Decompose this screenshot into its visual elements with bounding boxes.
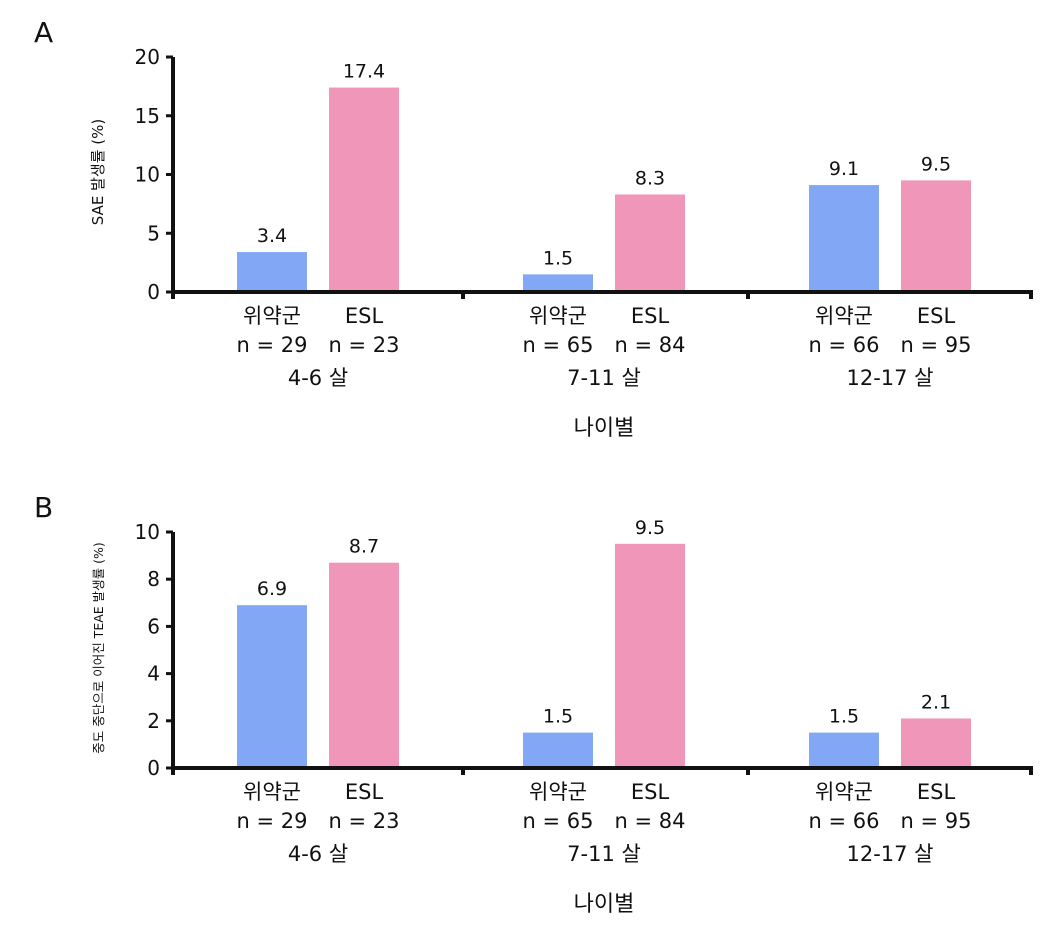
panel-a-value-label-1-0: 1.5	[543, 247, 573, 269]
panel-a-y-tick-label-4: 20	[135, 45, 160, 69]
panel-a-age-label-2: 12-17 살	[846, 366, 933, 390]
panel-a-value-label-1-1: 8.3	[635, 167, 665, 189]
panel-b-bar-0-1	[329, 562, 399, 768]
panel-b-bar-n-1-0: n = 65	[523, 809, 594, 833]
panel-b-age-label-2: 12-17 살	[846, 842, 933, 866]
panel-b-y-tick-label-4: 8	[147, 567, 160, 591]
panel-b-bar-n-0-0: n = 29	[237, 809, 308, 833]
panel-b-age-label-1: 7-11 살	[567, 842, 641, 866]
panel-a-value-label-0-0: 3.4	[257, 225, 287, 247]
panel-a-x-axis-title: 나이별	[574, 416, 635, 441]
panel-a-bar-0-0	[237, 252, 307, 292]
panel-a-bar-2-0	[809, 185, 879, 292]
panel-a-value-label-0-1: 17.4	[343, 61, 385, 83]
panel-a-age-label-1: 7-11 살	[567, 366, 641, 390]
panel-a-bar-name-1-0: 위약군	[529, 304, 587, 328]
panel-a-y-tick-label-0: 0	[147, 280, 160, 304]
panel-b-y-tick-label-0: 0	[147, 756, 160, 780]
panel-a-bar-name-1-1: ESL	[631, 304, 670, 328]
panel-a-age-label-0: 4-6 살	[288, 366, 348, 390]
panel-a-y-tick-label-2: 10	[135, 163, 160, 187]
panel-b-value-label-2-1: 2.1	[921, 691, 951, 713]
panel-b-bar-name-0-0: 위약군	[243, 780, 301, 804]
panel-b-bar-name-2-1: ESL	[917, 780, 956, 804]
panel-a-bar-n-0-0: n = 29	[237, 333, 308, 357]
panel-b-bar-name-1-1: ESL	[631, 780, 670, 804]
panel-a-bar-name-2-1: ESL	[917, 304, 956, 328]
panel-a-y-tick-label-1: 5	[147, 221, 160, 245]
panel-a-bar-name-0-1: ESL	[345, 304, 384, 328]
panel-a-value-label-2-1: 9.5	[921, 153, 951, 175]
panel-a-bar-n-1-0: n = 65	[523, 333, 594, 357]
panel-a-bar-n-2-0: n = 66	[809, 333, 880, 357]
panel-b-bar-name-0-1: ESL	[345, 780, 384, 804]
panel-b-bar-n-2-0: n = 66	[809, 809, 880, 833]
panel-b-value-label-2-0: 1.5	[829, 706, 859, 728]
panel-b-bar-name-1-0: 위약군	[529, 780, 587, 804]
panel-b-y-tick-label-2: 4	[147, 662, 160, 686]
panel-b-value-label-0-0: 6.9	[257, 578, 287, 600]
panel-a-bar-0-1	[329, 87, 399, 292]
panel-a-bar-2-1	[901, 180, 971, 292]
panel-b-letter: B	[34, 491, 53, 524]
panel-b-y-tick-label-1: 2	[147, 709, 160, 733]
panel-a-bar-1-0	[523, 274, 593, 292]
panel-a-y-axis-title: SAE 발생률 (%)	[89, 119, 107, 225]
panel-b-y-axis-title: 중도 중단으로 이어진 TEAE 발생률 (%)	[91, 542, 106, 753]
panel-a-bar-name-2-0: 위약군	[815, 304, 873, 328]
panel-a-letter: A	[34, 16, 53, 49]
panel-b-bar-0-0	[237, 605, 307, 768]
panel-b-bar-2-0	[809, 732, 879, 768]
panel-b-bar-2-1	[901, 718, 971, 768]
panel-b-value-label-0-1: 8.7	[349, 536, 379, 558]
panel-a-bar-1-1	[615, 194, 685, 292]
panel-b-bar-name-2-0: 위약군	[815, 780, 873, 804]
panel-b-bar-1-1	[615, 543, 685, 768]
panel-b-bar-1-0	[523, 732, 593, 768]
panel-b-y-tick-label-3: 6	[147, 614, 160, 638]
panel-b-age-label-0: 4-6 살	[288, 842, 348, 866]
panel-a-bar-n-1-1: n = 84	[615, 333, 686, 357]
panel-b-value-label-1-0: 1.5	[543, 706, 573, 728]
panel-b-x-axis-title: 나이별	[574, 892, 635, 917]
panel-b-y-tick-label-5: 10	[135, 520, 160, 544]
panel-a-bar-name-0-0: 위약군	[243, 304, 301, 328]
panel-a-bar-n-2-1: n = 95	[901, 333, 972, 357]
panel-b-bar-n-2-1: n = 95	[901, 809, 972, 833]
panel-b-bar-n-1-1: n = 84	[615, 809, 686, 833]
panel-a-value-label-2-0: 9.1	[829, 158, 859, 180]
panel-a-bar-n-0-1: n = 23	[329, 333, 400, 357]
panel-a-y-tick-label-3: 15	[135, 104, 160, 128]
panel-b-bar-n-0-1: n = 23	[329, 809, 400, 833]
panel-b-value-label-1-1: 9.5	[635, 517, 665, 539]
